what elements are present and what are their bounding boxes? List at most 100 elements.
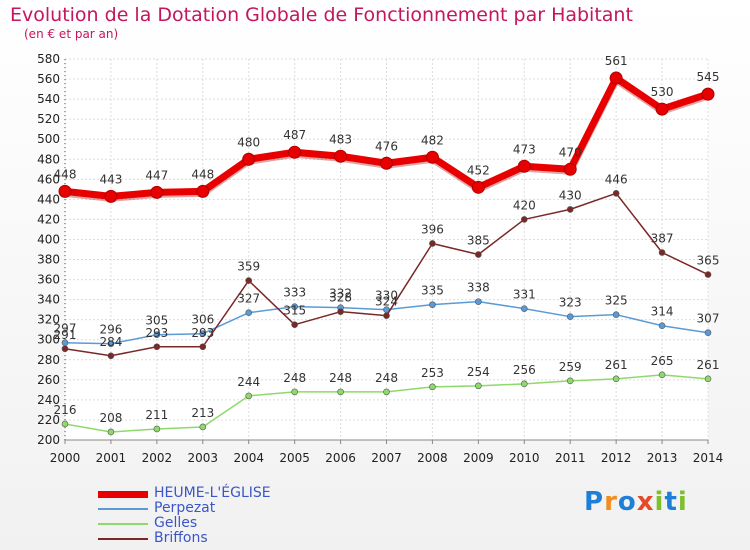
x-tick-label: 2014: [693, 451, 724, 465]
legend-item: Perpezat: [98, 501, 271, 516]
data-label: 253: [421, 366, 444, 380]
data-point: [704, 329, 712, 337]
legend-label: Briffons: [154, 530, 208, 546]
data-label: 330: [375, 289, 398, 303]
data-label: 446: [605, 172, 628, 186]
legend-label: HEUME-L'ÉGLISE: [154, 485, 271, 501]
data-point: [704, 375, 712, 383]
data-point: [475, 251, 482, 258]
data-label: 385: [467, 234, 490, 248]
data-point: [291, 303, 298, 310]
data-label: 261: [605, 358, 628, 372]
data-point: [658, 371, 666, 379]
data-label: 244: [237, 375, 260, 389]
data-label: 256: [513, 363, 536, 377]
data-point: [566, 377, 574, 385]
data-label: 448: [191, 167, 214, 181]
data-point: [107, 352, 115, 360]
data-point: [199, 330, 207, 338]
legend-item: Briffons: [98, 531, 271, 546]
legend-label: Perpezat: [154, 500, 216, 516]
y-tick-label: 420: [37, 212, 60, 226]
data-label: 297: [54, 322, 77, 336]
data-label: 293: [191, 326, 214, 340]
x-tick-label: 2013: [647, 451, 678, 465]
x-tick-label: 2004: [233, 451, 264, 465]
data-point: [658, 249, 666, 256]
data-label: 284: [99, 335, 122, 349]
chart-subtitle: (en € et par an): [24, 27, 119, 41]
x-tick-label: 2002: [142, 451, 173, 465]
data-point: [704, 271, 712, 278]
data-label: 359: [237, 260, 260, 274]
data-label: 530: [651, 85, 674, 99]
data-point: [104, 189, 118, 203]
x-tick-label: 2003: [188, 451, 219, 465]
data-label: 387: [651, 232, 674, 246]
logo-letter: x: [636, 487, 655, 517]
legend-label: Gelles: [154, 515, 198, 531]
data-point: [609, 71, 623, 85]
data-point: [61, 420, 69, 428]
data-point: [245, 277, 253, 284]
data-label: 452: [467, 163, 490, 177]
data-label: 333: [283, 286, 306, 300]
data-label: 325: [605, 294, 628, 308]
logo-letter: i: [677, 487, 688, 517]
data-point: [61, 345, 69, 353]
data-label: 293: [145, 326, 168, 340]
data-point: [475, 298, 482, 305]
data-point: [196, 184, 210, 198]
data-label: 261: [697, 358, 720, 372]
logo-letter: i: [654, 487, 665, 517]
data-point: [150, 185, 164, 199]
data-label: 208: [99, 411, 122, 425]
data-point: [566, 206, 574, 213]
y-tick-label: 240: [37, 393, 60, 407]
data-label: 291: [54, 328, 77, 342]
logo-letter: r: [604, 487, 618, 517]
data-point: [701, 87, 715, 101]
y-tick-label: 280: [37, 353, 60, 367]
y-tick-label: 260: [37, 373, 60, 387]
data-label: 259: [559, 360, 582, 374]
legend-item: Gelles: [98, 516, 271, 531]
x-tick-label: 2001: [96, 451, 127, 465]
data-label: 216: [54, 403, 77, 417]
y-tick-label: 500: [37, 132, 60, 146]
data-point: [199, 343, 207, 351]
data-point: [655, 102, 669, 116]
data-point: [291, 321, 298, 328]
data-label: 265: [651, 354, 674, 368]
data-label: 545: [697, 70, 720, 84]
data-point: [429, 240, 436, 247]
data-point: [153, 425, 161, 433]
data-point: [107, 340, 115, 348]
logo-letter: o: [617, 487, 637, 517]
data-label: 327: [237, 292, 260, 306]
x-tick-label: 2010: [509, 451, 540, 465]
data-point: [337, 308, 344, 315]
x-tick-label: 2009: [463, 451, 494, 465]
y-tick-label: 560: [37, 72, 60, 86]
data-label: 323: [559, 296, 582, 310]
data-label: 482: [421, 133, 444, 147]
data-point: [337, 388, 344, 396]
data-label: 335: [421, 284, 444, 298]
data-label: 476: [375, 139, 398, 153]
data-label: 324: [375, 295, 398, 309]
data-label: 396: [421, 222, 444, 236]
y-tick-label: 320: [37, 313, 60, 327]
x-tick-label: 2008: [417, 451, 448, 465]
data-point: [383, 312, 390, 319]
x-tick-label: 2006: [325, 451, 356, 465]
x-tick-label: 2012: [601, 451, 632, 465]
legend-swatch: [98, 538, 148, 540]
data-label: 254: [467, 365, 490, 379]
data-point: [334, 149, 348, 163]
data-label: 305: [145, 314, 168, 328]
data-point: [429, 383, 436, 391]
data-label: 483: [329, 132, 352, 146]
data-point: [471, 180, 485, 194]
